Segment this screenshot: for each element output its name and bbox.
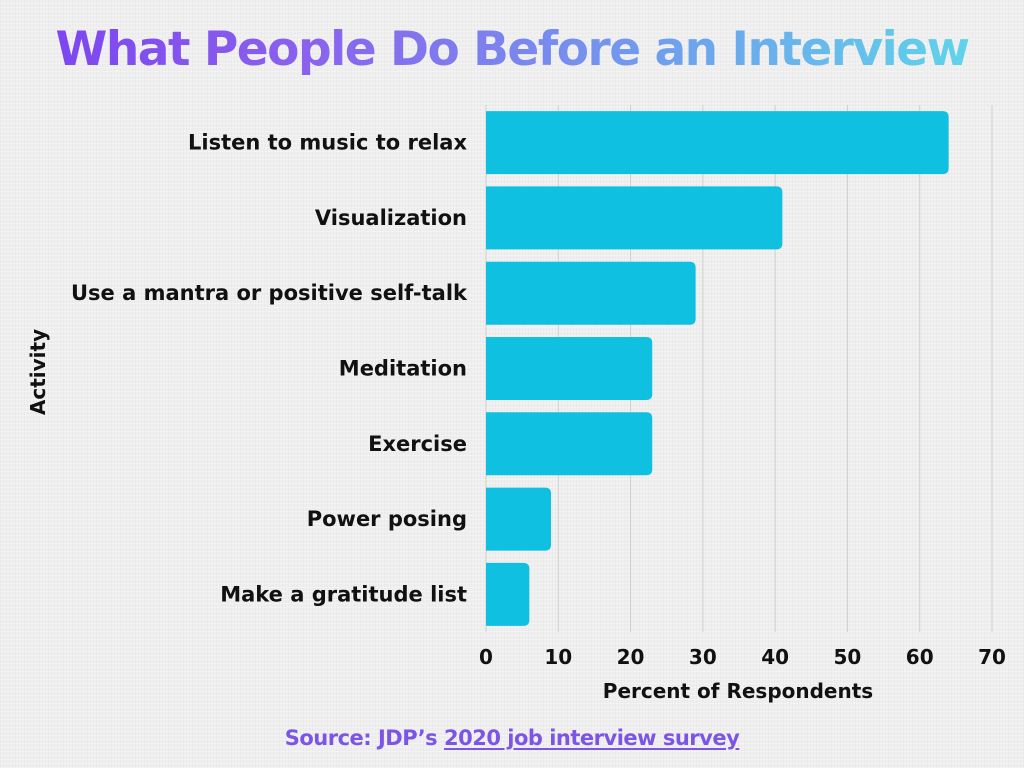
x-tick-label: 0 xyxy=(479,645,493,669)
category-label: Visualization xyxy=(315,206,467,230)
x-tick-labels: 0 10 20 30 40 50 60 70 xyxy=(479,645,1006,669)
x-tick-label: 40 xyxy=(761,645,789,669)
category-label: Meditation xyxy=(339,357,467,381)
bar-listen-to-music-to-relax xyxy=(486,111,949,175)
x-tick-label: 60 xyxy=(906,645,934,669)
bars xyxy=(486,111,949,626)
x-tick-label: 10 xyxy=(544,645,572,669)
chart-title: What People Do Before an Interview xyxy=(0,10,1024,90)
category-label: Exercise xyxy=(368,432,467,456)
survey-link[interactable]: 2020 job interview survey xyxy=(444,726,740,750)
x-tick-label: 30 xyxy=(689,645,717,669)
bar-power-posing xyxy=(486,487,552,551)
x-axis-title: Percent of Respondents xyxy=(603,679,873,703)
source-prefix: Source: JDP’s xyxy=(284,726,444,750)
x-tick-label: 70 xyxy=(978,645,1006,669)
bar-exercise xyxy=(486,412,653,476)
bar-make-a-gratitude-list xyxy=(486,562,530,626)
bar-visualization xyxy=(486,186,783,250)
category-label: Listen to music to relax xyxy=(188,131,467,155)
category-label: Use a mantra or positive self-talk xyxy=(71,281,468,305)
source-line: Source: JDP’s 2020 job interview survey xyxy=(0,726,1024,750)
category-labels: Listen to music to relax Visualization Use… xyxy=(71,131,468,607)
x-tick-label: 20 xyxy=(617,645,645,669)
y-axis-title: Activity xyxy=(26,329,50,415)
category-label: Power posing xyxy=(307,507,467,531)
category-label: Make a gratitude list xyxy=(220,582,467,606)
bar-meditation xyxy=(486,337,653,400)
x-tick-label: 50 xyxy=(834,645,862,669)
bar-use-a-mantra-or-positive-self-talk xyxy=(486,261,696,325)
